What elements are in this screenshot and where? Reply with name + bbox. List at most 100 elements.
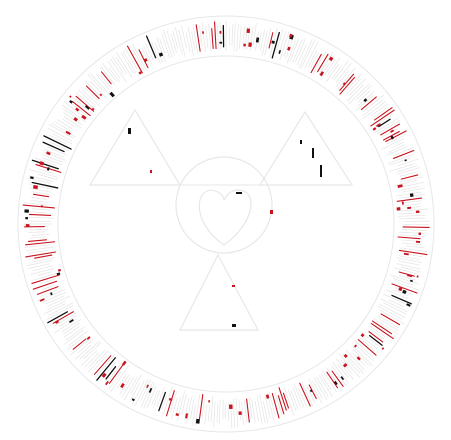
ring-glyph-stroke xyxy=(49,303,73,315)
ring-glyph-stroke xyxy=(362,336,378,349)
ring-ink-fragment xyxy=(39,161,44,165)
ring-glyph-stroke xyxy=(380,319,399,331)
symbol-ink-mark xyxy=(236,192,242,194)
ring-glyph-stroke xyxy=(28,250,48,253)
ring-glyph-stroke xyxy=(144,383,155,408)
ring-glyph-stroke xyxy=(239,26,241,48)
ring-glyph-stroke xyxy=(29,217,54,218)
ring-ink-fragment xyxy=(417,275,419,277)
ring-ink-fragment xyxy=(24,209,29,212)
ring-glyph-stroke xyxy=(398,159,418,166)
ring-ink-fragment xyxy=(407,207,411,209)
ring-glyph-stroke xyxy=(86,86,99,99)
ring-inner-border xyxy=(58,56,394,392)
ring-glyph-stroke xyxy=(294,384,304,408)
ring-ink-fragment xyxy=(361,333,365,337)
ring-glyph-stroke xyxy=(401,209,428,211)
ring-glyph-stroke xyxy=(241,402,243,425)
ring-glyph-stroke xyxy=(123,51,136,72)
ring-ink-fragment xyxy=(410,193,414,197)
ring-glyph-stroke xyxy=(112,57,124,74)
ring-ink-fragment xyxy=(278,50,281,54)
ring-glyph-stroke xyxy=(28,240,46,242)
ring-glyph-stroke xyxy=(208,405,209,421)
center-geometric-symbol xyxy=(90,110,352,330)
ring-glyph-stroke xyxy=(215,22,217,49)
ring-glyph-stroke xyxy=(399,235,424,237)
ring-ink-fragment xyxy=(373,127,377,131)
ring-ink-fragment xyxy=(404,253,409,256)
ring-ink-fragment xyxy=(248,42,252,47)
ring-glyph-stroke xyxy=(214,402,216,427)
ring-glyph-stroke xyxy=(255,402,258,421)
ring-glyph-stroke xyxy=(211,396,213,422)
ring-glyph-stroke xyxy=(280,31,286,51)
ring-glyph-stroke xyxy=(206,27,208,48)
ring-ink-fragment xyxy=(196,419,200,424)
ring-glyph-stroke xyxy=(363,101,386,119)
ring-glyph-stroke xyxy=(63,119,75,127)
ring-glyph-stroke xyxy=(202,399,204,418)
ring-glyph-stroke xyxy=(141,382,153,407)
ring-ink-fragment xyxy=(109,92,115,98)
ring-glyph-stroke xyxy=(252,401,255,422)
outer-ring-band xyxy=(18,16,434,432)
ring-glyph-stroke xyxy=(127,46,142,73)
ring-ink-fragment xyxy=(382,347,385,350)
ring-glyph-stroke xyxy=(209,24,211,51)
ring-glyph-stroke xyxy=(250,27,253,51)
ring-glyph-stroke xyxy=(220,22,221,49)
ring-glyph-stroke xyxy=(243,26,245,43)
ring-ink-fragment xyxy=(105,381,109,385)
ring-glyph-stroke xyxy=(187,397,192,423)
ring-glyph-stroke xyxy=(233,399,234,427)
symbol-ink-mark xyxy=(312,148,314,158)
ring-glyph-stroke xyxy=(147,36,156,58)
ring-ink-fragment xyxy=(416,210,420,213)
bottom-triangle xyxy=(180,255,258,330)
symbol-ink-mark xyxy=(232,324,236,327)
ring-glyph-stroke xyxy=(350,79,366,95)
ring-glyph-stroke xyxy=(39,272,52,276)
ring-glyph-stroke xyxy=(202,23,205,52)
ring-glyph-stroke xyxy=(314,378,326,400)
ring-glyph-stroke xyxy=(402,243,422,245)
ring-glyph-stroke xyxy=(28,178,51,183)
ring-glyph-stroke xyxy=(212,29,213,49)
right-triangle xyxy=(260,112,352,185)
symbol-ink-mark xyxy=(270,210,273,214)
ring-ink-fragment xyxy=(25,217,28,219)
ring-glyph-stroke xyxy=(217,404,218,422)
ring-ink-fragment xyxy=(320,71,325,76)
ring-glyph-stroke xyxy=(171,34,176,52)
ring-glyph-stroke xyxy=(395,268,416,274)
ring-glyph-stroke xyxy=(400,218,425,219)
ring-ink-fragment xyxy=(73,117,78,121)
ring-glyph-stroke xyxy=(237,24,239,51)
ring-glyph-stroke xyxy=(110,59,126,82)
left-triangle xyxy=(90,110,180,185)
ring-ink-fragment xyxy=(271,41,275,44)
ring-ink-fragment xyxy=(208,400,210,402)
ring-glyph-stroke xyxy=(31,197,47,199)
center-circle xyxy=(176,157,272,253)
ring-glyph-stroke xyxy=(26,242,55,245)
ring-glyph-stroke xyxy=(283,393,288,408)
ring-ink-fragment xyxy=(287,47,291,51)
ring-glyph-stroke xyxy=(133,49,145,71)
ring-glyph-stroke xyxy=(247,399,250,422)
symbol-ink-mark xyxy=(320,165,322,177)
ring-glyph-stroke xyxy=(398,215,425,216)
heart-outline xyxy=(199,190,251,245)
ring-glyph-stroke xyxy=(131,375,141,394)
symbol-ink-mark xyxy=(150,170,152,173)
ring-ink-fragment xyxy=(69,100,73,104)
ring-glyph-stroke xyxy=(389,300,403,306)
ring-glyph-stroke xyxy=(205,404,207,424)
ring-glyph-stroke xyxy=(265,28,271,55)
ring-glyph-stroke xyxy=(234,23,235,51)
ring-glyph-stroke xyxy=(272,393,279,417)
ring-glyph-stroke xyxy=(31,200,48,202)
ring-glyph-stroke xyxy=(33,194,48,196)
symbol-ink-mark xyxy=(300,140,302,144)
